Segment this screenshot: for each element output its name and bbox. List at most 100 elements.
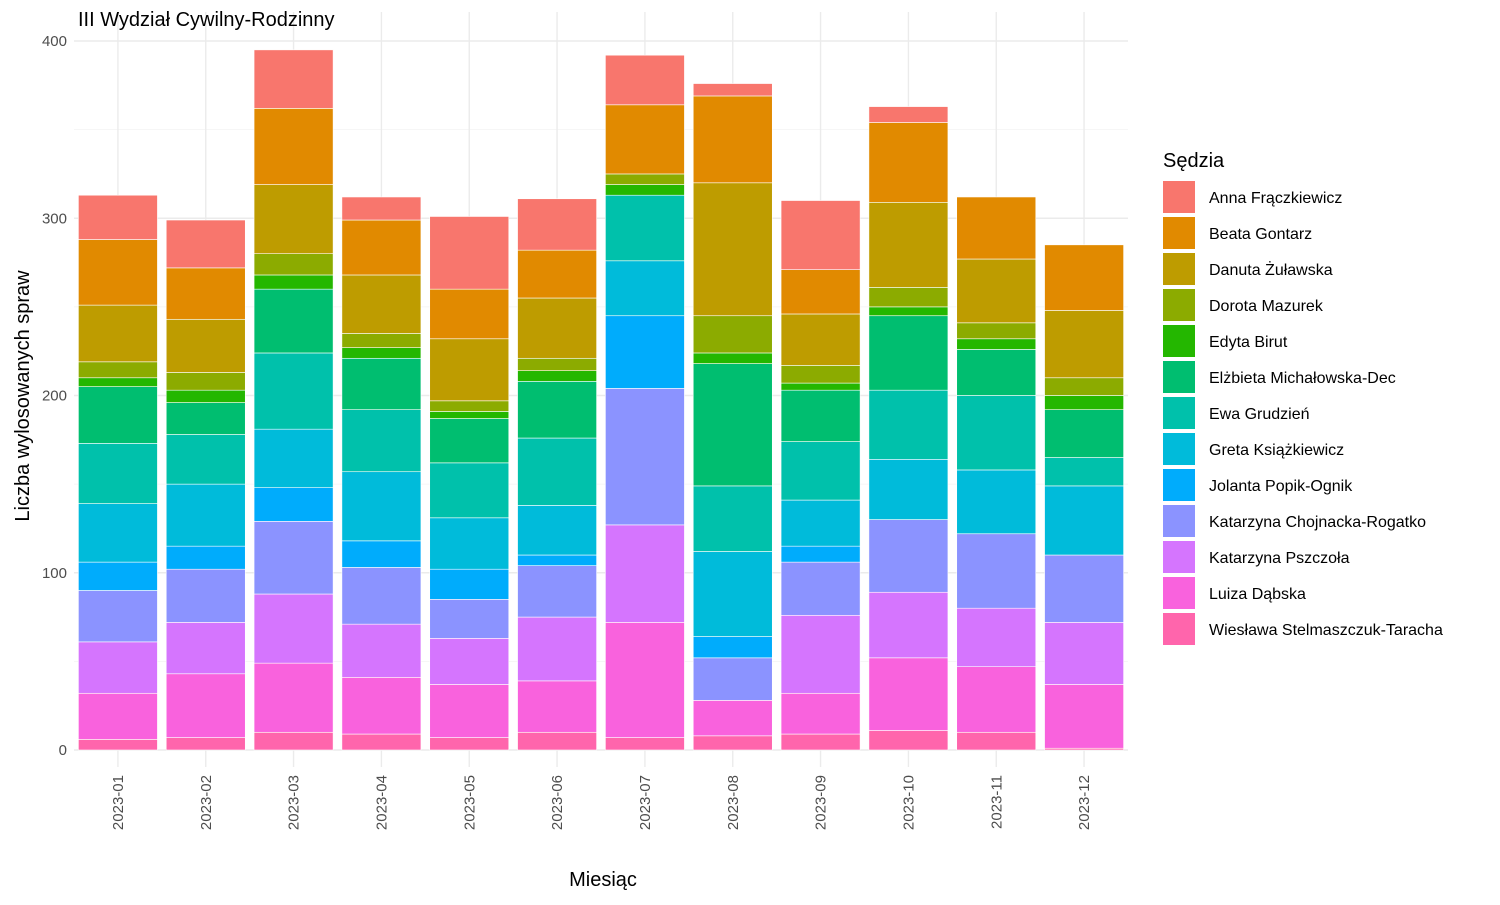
bar-segment: Beata Gontarz — 2023-12: 37 xyxy=(1044,244,1124,311)
bar-segment: Greta Książkiewicz — 2023-09: 26 xyxy=(780,499,861,547)
legend-label: Elżbieta Michałowska-Dec xyxy=(1209,370,1396,387)
bar-segment: Jolanta Popik-Ognik — 2023-06: 6 xyxy=(517,554,597,566)
bar-segment: Ewa Grudzień — 2023-05: 31 xyxy=(429,462,510,519)
bar-segment: Wiesława Stelmaszczuk-Taracha — 2023-03:… xyxy=(253,731,334,751)
bar-segment: Luiza Dąbska — 2023-05: 30 xyxy=(429,684,510,738)
legend-label: Beata Gontarz xyxy=(1209,226,1312,243)
bar-segment: Elżbieta Michałowska-Dec — 2023-08: 69 xyxy=(692,363,773,487)
bar-segment: Wiesława Stelmaszczuk-Taracha — 2023-07:… xyxy=(605,737,685,751)
bar-segment: Edyta Birut — 2023-10: 5 xyxy=(868,306,949,317)
bar-segment: Luiza Dąbska — 2023-11: 37 xyxy=(956,666,1037,733)
bar-segment: Beata Gontarz — 2023-09: 25 xyxy=(780,269,861,315)
bar-segment: Dorota Mazurek — 2023-12: 10 xyxy=(1044,377,1124,396)
bar-segment: Wiesława Stelmaszczuk-Taracha — 2023-04:… xyxy=(341,733,422,751)
bar-segment: Jolanta Popik-Ognik — 2023-04: 15 xyxy=(341,540,422,568)
bar-segment: Greta Książkiewicz — 2023-04: 39 xyxy=(341,471,422,542)
bar-segment: Anna Frączkiewicz — 2023-01: 25 xyxy=(78,194,158,240)
bar-segment: Edyta Birut — 2023-08: 6 xyxy=(692,352,773,364)
bar-segment: Katarzyna Chojnacka-Rogatko — 2023-11: 4… xyxy=(956,533,1037,609)
bar-segment: Greta Książkiewicz — 2023-05: 29 xyxy=(429,517,510,570)
legend-key xyxy=(1163,577,1195,609)
bar-segment: Ewa Grudzień — 2023-08: 37 xyxy=(692,485,773,552)
y-tick-label: 200 xyxy=(42,388,67,405)
y-axis-title: Liczba wylosowanych spraw xyxy=(12,270,34,522)
x-tick-label: 2023-07 xyxy=(637,775,654,830)
bar-segment: Danuta Żuławska — 2023-11: 36 xyxy=(956,258,1037,324)
bar-segment: Elżbieta Michałowska-Dec — 2023-11: 26 xyxy=(956,349,1037,396)
bar-segment: Beata Gontarz — 2023-02: 29 xyxy=(165,267,246,320)
bar-segment: Katarzyna Pszczoła — 2023-01: 29 xyxy=(78,641,158,694)
bar-segment: Danuta Żuławska — 2023-08: 75 xyxy=(692,182,773,317)
bar-segment: Danuta Żuławska — 2023-10: 48 xyxy=(868,201,949,288)
bar-segment: Dorota Mazurek — 2023-08: 21 xyxy=(692,315,773,354)
bar-segment: Wiesława Stelmaszczuk-Taracha — 2023-05:… xyxy=(429,737,510,751)
x-tick-label: 2023-03 xyxy=(286,775,303,830)
bar-segment: Anna Frączkiewicz — 2023-08: 7 xyxy=(692,83,773,97)
legend-label: Ewa Grudzień xyxy=(1209,406,1310,423)
y-tick-label: 0 xyxy=(59,742,67,759)
bar-segment: Greta Książkiewicz — 2023-11: 36 xyxy=(956,469,1037,535)
bar-segment: Greta Książkiewicz — 2023-07: 31 xyxy=(605,260,685,317)
bar-segment: Ewa Grudzień — 2023-04: 35 xyxy=(341,409,422,473)
legend-key xyxy=(1163,433,1195,465)
bar-segment: Elżbieta Michałowska-Dec — 2023-09: 29 xyxy=(780,389,861,442)
bar-segment: Anna Frączkiewicz — 2023-04: 13 xyxy=(341,196,422,221)
bar-segment: Jolanta Popik-Ognik — 2023-09: 9 xyxy=(780,545,861,563)
bar-segment: Ewa Grudzień — 2023-06: 38 xyxy=(517,437,597,506)
bar-segment: Dorota Mazurek — 2023-06: 7 xyxy=(517,357,597,371)
legend-label: Katarzyna Pszczoła xyxy=(1209,550,1350,567)
bar-segment: Jolanta Popik-Ognik — 2023-07: 41 xyxy=(605,315,685,389)
legend-key xyxy=(1163,541,1195,573)
bar-segment: Danuta Żuławska — 2023-04: 33 xyxy=(341,274,422,334)
legend-key xyxy=(1163,613,1195,645)
bar-segment: Danuta Żuławska — 2023-03: 39 xyxy=(253,184,334,254)
bar-segment: Jolanta Popik-Ognik — 2023-01: 16 xyxy=(78,561,158,591)
x-tick-label: 2023-08 xyxy=(725,775,742,830)
legend-key xyxy=(1163,289,1195,321)
x-axis-title: Miesiąc xyxy=(569,869,637,891)
bar-segment: Wiesława Stelmaszczuk-Taracha — 2023-11:… xyxy=(956,731,1037,751)
bar-segment: Katarzyna Pszczoła — 2023-10: 37 xyxy=(868,591,949,659)
bar-segment: Danuta Żuławska — 2023-01: 32 xyxy=(78,304,158,363)
legend-label: Katarzyna Chojnacka-Rogatko xyxy=(1209,514,1426,531)
bar-segment: Dorota Mazurek — 2023-05: 6 xyxy=(429,400,510,412)
bar-segment: Beata Gontarz — 2023-05: 28 xyxy=(429,288,510,340)
x-tick-label: 2023-01 xyxy=(110,775,127,830)
bar-segment: Anna Frączkiewicz — 2023-03: 33 xyxy=(253,49,334,109)
bar-segment: Anna Frączkiewicz — 2023-07: 28 xyxy=(605,54,685,106)
bar-segment: Jolanta Popik-Ognik — 2023-05: 17 xyxy=(429,568,510,600)
legend-label: Wiesława Stelmaszczuk-Taracha xyxy=(1209,622,1443,639)
bar-segment: Katarzyna Pszczoła — 2023-09: 44 xyxy=(780,614,861,694)
bar-segment: Danuta Żuławska — 2023-05: 35 xyxy=(429,338,510,402)
y-axis: 0 100 200 300 400 xyxy=(42,33,67,759)
bar-segment: Wiesława Stelmaszczuk-Taracha — 2023-10:… xyxy=(868,730,949,751)
bar-segment: Greta Książkiewicz — 2023-02: 35 xyxy=(165,483,246,547)
bar-segment: Edyta Birut — 2023-09: 4 xyxy=(780,382,861,391)
x-tick-label: 2023-12 xyxy=(1076,775,1093,830)
bar-segment: Ewa Grudzień — 2023-10: 39 xyxy=(868,389,949,460)
legend-key xyxy=(1163,397,1195,429)
bar-segment: Ewa Grudzień — 2023-09: 33 xyxy=(780,441,861,501)
bar-segment: Jolanta Popik-Ognik — 2023-03: 19 xyxy=(253,487,334,522)
bar-segment: Jolanta Popik-Ognik — 2023-08: 12 xyxy=(692,636,773,659)
bar-segment: Dorota Mazurek — 2023-09: 10 xyxy=(780,365,861,384)
bar-segment: Elżbieta Michałowska-Dec — 2023-01: 32 xyxy=(78,386,158,444)
bar-segment: Wiesława Stelmaszczuk-Taracha — 2023-08:… xyxy=(692,735,773,751)
bars-layer: Wiesława Stelmaszczuk-Taracha — 2023-01:… xyxy=(78,49,1124,751)
bar-segment: Greta Książkiewicz — 2023-08: 48 xyxy=(692,551,773,637)
legend-label: Edyta Birut xyxy=(1209,334,1288,351)
legend-key xyxy=(1163,217,1195,249)
bar-segment: Dorota Mazurek — 2023-03: 12 xyxy=(253,253,334,276)
bar-segment: Katarzyna Pszczoła — 2023-06: 36 xyxy=(517,616,597,682)
bar-segment: Greta Książkiewicz — 2023-10: 34 xyxy=(868,459,949,520)
bar-segment: Edyta Birut — 2023-11: 6 xyxy=(956,338,1037,350)
bar-segment: Ewa Grudzień — 2023-11: 42 xyxy=(956,395,1037,471)
bar-segment: Beata Gontarz — 2023-06: 27 xyxy=(517,249,597,299)
bar-segment: Katarzyna Pszczoła — 2023-04: 30 xyxy=(341,623,422,678)
legend-key xyxy=(1163,505,1195,537)
bar-segment: Katarzyna Chojnacka-Rogatko — 2023-06: 2… xyxy=(517,565,597,618)
bar-segment: Dorota Mazurek — 2023-04: 8 xyxy=(341,333,422,348)
chart-title: III Wydział Cywilny-Rodzinny xyxy=(78,9,335,31)
